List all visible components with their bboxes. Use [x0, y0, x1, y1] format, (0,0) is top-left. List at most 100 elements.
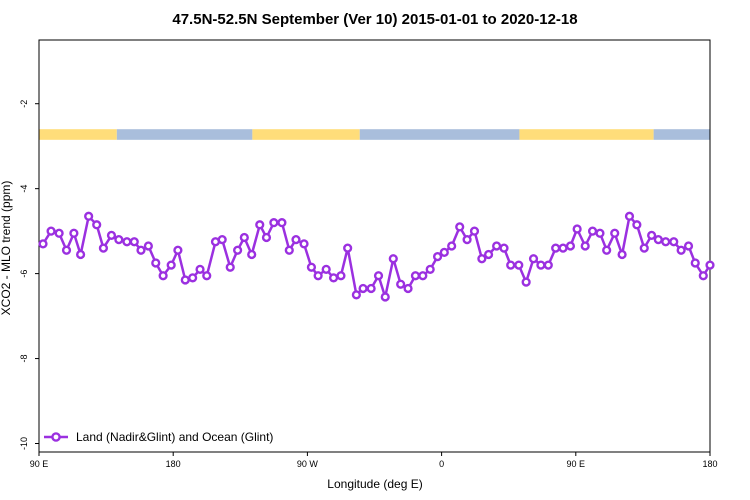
- data-point: [690, 258, 700, 268]
- data-point: [558, 243, 568, 253]
- data-point: [514, 260, 524, 270]
- data-point: [122, 237, 132, 247]
- x-tick-label: 90 E: [567, 459, 586, 469]
- data-point: [291, 235, 301, 245]
- data-point: [396, 279, 406, 289]
- y-tick-label: -4: [19, 185, 29, 193]
- data-point: [76, 249, 86, 260]
- data-point: [180, 275, 190, 285]
- x-tick-label: 180: [166, 459, 181, 469]
- data-point: [158, 271, 168, 281]
- band-segment-ocean: [653, 129, 710, 140]
- data-point: [306, 262, 317, 272]
- surface-type-band: [39, 129, 710, 140]
- data-point: [239, 232, 249, 243]
- data-point: [410, 271, 421, 281]
- legend: Land (Nadir&Glint) and Ocean (Glint): [44, 430, 273, 444]
- data-point: [255, 220, 265, 230]
- data-point: [173, 245, 183, 255]
- data-point: [343, 243, 353, 253]
- data-point: [313, 271, 323, 281]
- data-point: [506, 260, 516, 270]
- data-point: [661, 237, 671, 247]
- data-point: [38, 239, 48, 249]
- data-point: [565, 241, 576, 251]
- data-point: [351, 290, 361, 300]
- data-point: [321, 264, 331, 274]
- data-point: [492, 241, 502, 251]
- data-point: [388, 254, 398, 264]
- data-point: [610, 228, 620, 238]
- data-point: [483, 249, 494, 260]
- data-point: [528, 254, 539, 264]
- data-point: [225, 262, 235, 272]
- x-tick-label: 90 W: [297, 459, 319, 469]
- x-tick-label: 180: [702, 459, 717, 469]
- data-point: [602, 245, 612, 255]
- data-point: [595, 228, 605, 238]
- data-point: [261, 232, 272, 243]
- data-point: [669, 237, 679, 247]
- data-point: [284, 245, 294, 255]
- data-point: [92, 220, 102, 230]
- data-point: [403, 283, 413, 294]
- data-point: [373, 271, 384, 281]
- data-point: [705, 260, 715, 270]
- band-segment-ocean: [116, 129, 253, 140]
- data-point: [418, 271, 428, 281]
- data-point: [136, 245, 146, 255]
- data-point: [647, 230, 657, 240]
- data-point: [455, 222, 465, 232]
- data-point: [521, 277, 531, 287]
- data-point: [328, 273, 339, 283]
- data-point: [114, 235, 124, 245]
- data-point: [632, 220, 642, 230]
- data-point: [188, 273, 198, 283]
- data-point: [676, 245, 686, 255]
- data-point: [366, 283, 376, 294]
- data-series: [38, 211, 715, 302]
- data-point: [380, 292, 390, 302]
- data-point: [195, 264, 205, 274]
- data-point: [69, 228, 79, 238]
- data-point: [698, 271, 708, 281]
- data-point: [247, 249, 257, 260]
- data-point: [499, 243, 509, 253]
- band-segment-land: [519, 129, 654, 140]
- data-point: [425, 264, 435, 274]
- data-point: [462, 235, 472, 245]
- data-point: [54, 228, 64, 238]
- data-point: [143, 241, 153, 251]
- x-axis-label: Longitude (deg E): [327, 477, 422, 491]
- data-point: [536, 260, 546, 270]
- y-tick-label: -6: [19, 270, 29, 278]
- band-segment-land: [252, 129, 360, 140]
- data-point: [202, 271, 212, 281]
- data-point: [447, 241, 457, 251]
- y-axis-label: XCO2 - MLO trend (ppm): [0, 181, 13, 316]
- data-point: [551, 243, 561, 253]
- data-point: [653, 235, 663, 245]
- data-point: [432, 252, 443, 262]
- data-point: [84, 211, 94, 221]
- x-tick-label: 0: [439, 459, 444, 469]
- axes: 90 E 180 90 W 0 90 E 180 -2 -4 -6 -8 -10: [19, 39, 718, 469]
- data-point: [617, 249, 627, 260]
- data-point: [151, 258, 161, 268]
- data-point: [233, 245, 243, 255]
- data-point: [624, 211, 635, 221]
- data-point: [572, 224, 582, 234]
- data-point: [336, 271, 346, 281]
- band-segment-ocean: [359, 129, 520, 140]
- data-point: [477, 254, 487, 264]
- data-point: [439, 247, 449, 257]
- data-point: [469, 226, 480, 236]
- data-point: [587, 226, 598, 236]
- data-point: [543, 260, 553, 270]
- data-point: [46, 226, 56, 236]
- chart-title: 47.5N-52.5N September (Ver 10) 2015-01-0…: [172, 11, 577, 28]
- y-tick-label: -10: [19, 437, 29, 450]
- legend-label: Land (Nadir&Glint) and Ocean (Glint): [76, 430, 273, 444]
- data-point: [683, 241, 694, 251]
- data-point: [217, 235, 227, 245]
